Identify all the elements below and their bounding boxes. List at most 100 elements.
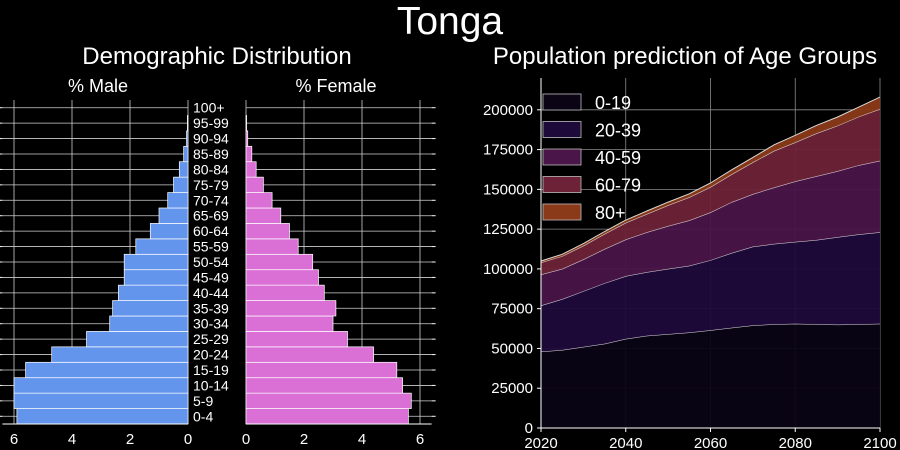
male-bar xyxy=(51,346,189,363)
female-axis-title: % Female xyxy=(295,76,377,96)
male-bar xyxy=(183,145,189,163)
area-series-60-79 xyxy=(541,109,880,275)
age-group-label: 45-49 xyxy=(193,269,229,285)
male-bar xyxy=(187,115,189,132)
male-bar xyxy=(149,223,189,240)
male-bar xyxy=(158,207,189,224)
age-group-label: 10-14 xyxy=(193,377,229,393)
area-y-tick-label: 75000 xyxy=(491,301,533,318)
area-series-40-59 xyxy=(541,160,880,306)
age-group-label: 50-54 xyxy=(193,254,229,270)
figure-title: Tonga xyxy=(396,0,504,43)
male-bar xyxy=(178,161,189,178)
area-y-tick-label: 0 xyxy=(525,420,533,437)
female-bar xyxy=(245,300,337,317)
female-bar xyxy=(245,238,299,255)
age-group-label: 80-84 xyxy=(193,161,229,177)
female-bar xyxy=(245,253,314,271)
male-bar xyxy=(86,331,189,348)
female-bar xyxy=(245,223,290,240)
age-group-label: 65-69 xyxy=(193,208,229,224)
age-group-label: 90-94 xyxy=(193,131,229,147)
area-x-tick-label: 2060 xyxy=(694,435,727,450)
area-series-80+ xyxy=(541,97,880,263)
female-bar xyxy=(245,284,325,301)
pyramid-title: Demographic Distribution xyxy=(82,43,352,70)
male-x-tick-label: 4 xyxy=(68,431,76,448)
age-group-label: 75-79 xyxy=(193,177,229,193)
area-series-20-39 xyxy=(541,232,880,352)
male-bar xyxy=(109,315,189,332)
age-group-label: 40-44 xyxy=(193,285,229,301)
male-x-tick-label: 6 xyxy=(10,431,18,448)
male-bar xyxy=(186,130,189,147)
male-bar xyxy=(118,284,189,301)
male-bar xyxy=(112,300,189,317)
age-group-label: 60-64 xyxy=(193,223,229,239)
male-bar xyxy=(123,253,189,271)
legend-swatch xyxy=(542,176,582,193)
area-chart-title: Population prediction of Age Groups xyxy=(492,43,878,70)
legend-label: 60-79 xyxy=(595,176,641,196)
area-x-tick-label: 2020 xyxy=(524,435,557,450)
legend-label: 40-59 xyxy=(595,148,641,168)
area-y-tick-label: 50000 xyxy=(491,340,533,357)
male-bar xyxy=(25,361,189,379)
female-bar xyxy=(245,408,409,425)
female-bar xyxy=(245,207,282,224)
male-bar xyxy=(167,192,189,209)
area-y-tick-label: 100000 xyxy=(483,261,533,278)
legend-swatch xyxy=(542,93,582,111)
legend-label: 80+ xyxy=(595,203,626,223)
area-series-0-19 xyxy=(541,323,880,428)
age-group-label: 85-89 xyxy=(193,146,229,162)
female-bar xyxy=(245,176,264,193)
female-x-tick-label: 6 xyxy=(416,431,424,448)
female-bar xyxy=(245,315,334,332)
male-bar xyxy=(13,377,189,394)
female-x-tick-label: 4 xyxy=(358,431,366,448)
male-bar xyxy=(123,269,189,286)
area-y-tick-label: 25000 xyxy=(491,380,533,397)
female-bar xyxy=(245,377,403,394)
male-bar xyxy=(16,408,189,425)
area-y-tick-label: 150000 xyxy=(483,181,533,198)
female-bar xyxy=(245,192,273,209)
legend-swatch xyxy=(542,121,582,138)
female-x-tick-label: 0 xyxy=(242,431,250,448)
area-y-tick-label: 175000 xyxy=(483,142,533,159)
female-bar xyxy=(245,130,249,147)
female-bar xyxy=(245,361,398,379)
male-bar xyxy=(13,392,189,409)
legend-swatch xyxy=(542,203,582,221)
age-group-label: 55-59 xyxy=(193,239,229,255)
area-x-tick-label: 2100 xyxy=(863,435,896,450)
female-bar xyxy=(245,115,247,132)
area-series-edge xyxy=(540,96,881,262)
female-bar xyxy=(245,331,348,348)
male-axis-title: % Male xyxy=(67,76,129,96)
age-group-label: 0-4 xyxy=(193,408,213,424)
age-group-label: 25-29 xyxy=(193,331,229,347)
male-bar xyxy=(173,176,189,193)
age-group-label: 30-34 xyxy=(193,316,229,332)
female-bar xyxy=(245,161,257,178)
area-x-tick-label: 2080 xyxy=(779,435,812,450)
female-bar xyxy=(245,392,412,409)
male-bar xyxy=(135,238,189,255)
legend-label: 0-19 xyxy=(595,93,631,113)
area-x-tick-label: 2040 xyxy=(609,435,642,450)
female-bar xyxy=(245,145,253,163)
age-group-label: 100+ xyxy=(193,100,225,116)
female-bar xyxy=(245,269,319,286)
age-group-label: 70-74 xyxy=(193,192,229,208)
age-group-label: 95-99 xyxy=(193,115,229,131)
female-x-tick-label: 2 xyxy=(300,431,308,448)
age-group-label: 20-24 xyxy=(193,347,229,363)
area-y-tick-label: 200000 xyxy=(483,102,533,119)
legend-label: 20-39 xyxy=(595,121,641,141)
age-group-label: 15-19 xyxy=(193,362,229,378)
male-x-tick-label: 0 xyxy=(184,431,192,448)
age-group-label: 5-9 xyxy=(193,393,213,409)
